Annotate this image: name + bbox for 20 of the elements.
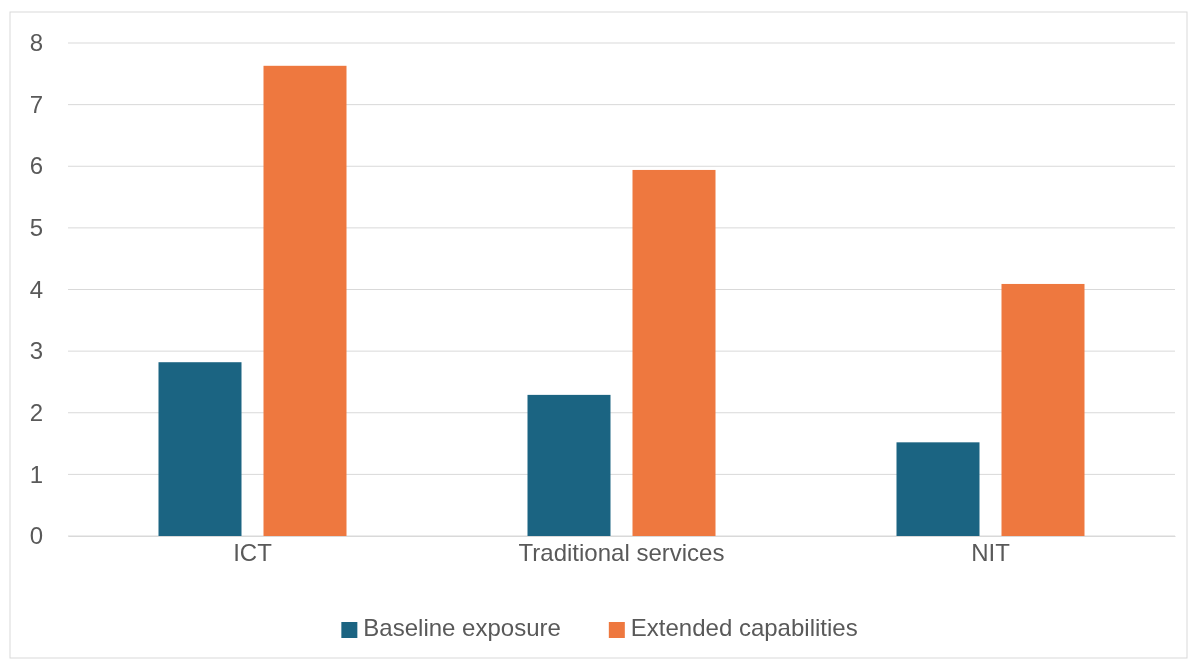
bar	[158, 362, 242, 536]
x-tick-label: ICT	[233, 539, 273, 566]
bar	[527, 394, 611, 536]
bar	[263, 65, 347, 536]
y-tick-label: 8	[29, 29, 43, 57]
x-tick-label: Traditional services	[518, 539, 725, 566]
y-tick-label: 7	[29, 90, 43, 118]
legend-label: Extended capabilities	[630, 614, 858, 641]
y-tick-label: 1	[29, 460, 43, 488]
y-tick-label: 0	[29, 522, 43, 550]
y-tick-label: 6	[29, 152, 43, 180]
legend-label: Baseline exposure	[363, 614, 561, 641]
bar	[1001, 283, 1085, 536]
bar	[632, 169, 716, 536]
bar	[896, 442, 980, 536]
y-tick-label: 2	[29, 398, 43, 426]
x-tick-label: NIT	[971, 539, 1011, 566]
y-tick-label: 3	[29, 337, 43, 365]
y-tick-label: 5	[29, 214, 43, 242]
y-tick-label: 4	[29, 275, 43, 303]
